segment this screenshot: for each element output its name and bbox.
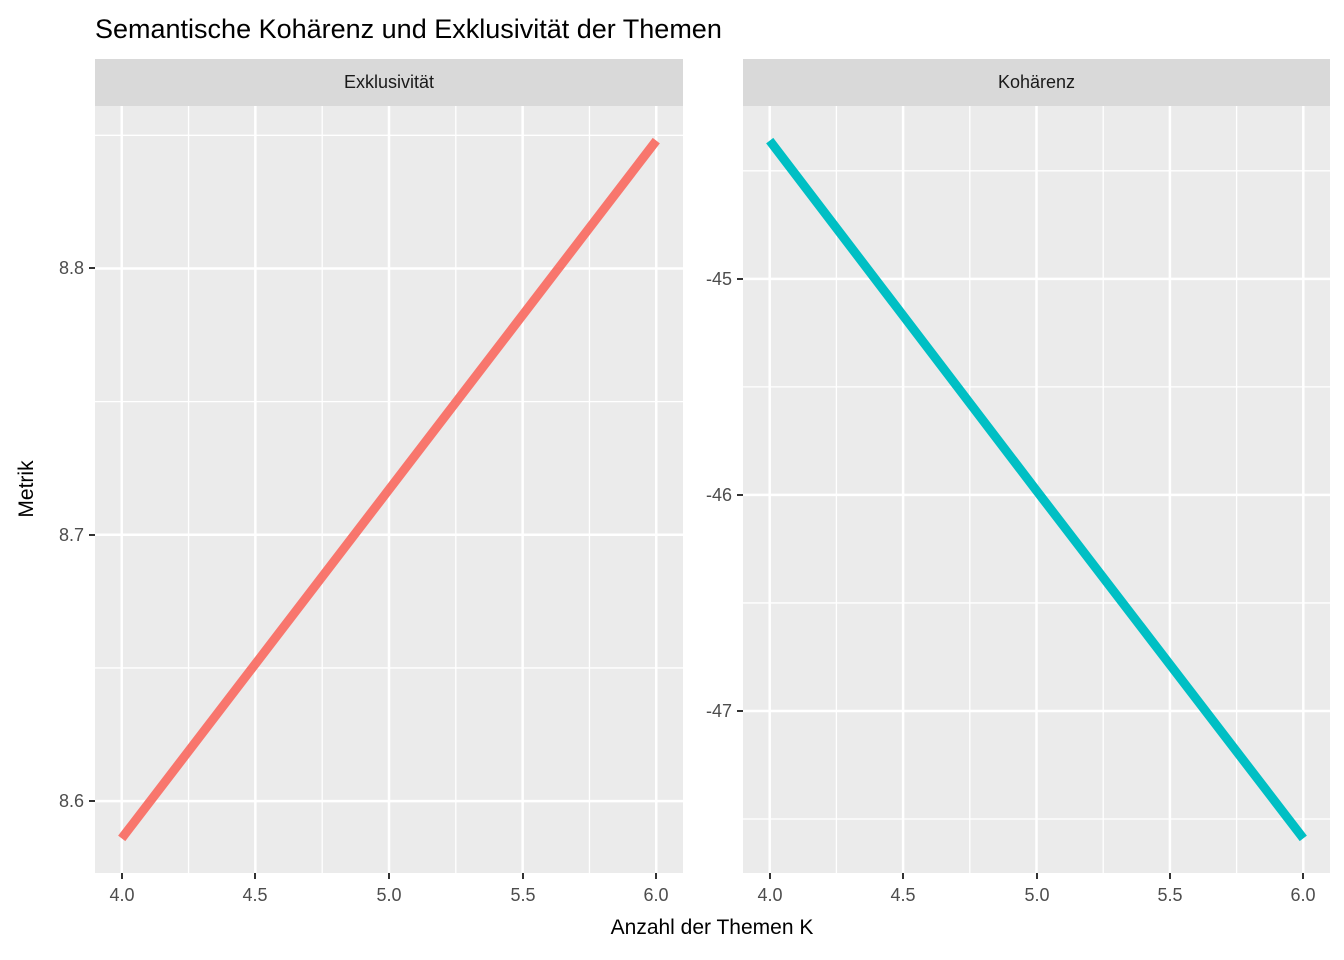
panel-plot-area [743,106,1330,873]
y-tick-mark [89,534,95,536]
y-tick-label: -46 [705,485,732,505]
y-tick-mark [89,800,95,802]
y-tick-mark [737,710,743,712]
x-tick-mark [902,873,904,879]
plot-panel [95,106,683,873]
chart-title: Semantische Kohärenz und Exklusivität de… [95,14,722,44]
y-tick-mark [737,278,743,280]
plot-panel [743,106,1330,873]
x-tick-label: 5.5 [1157,885,1183,905]
x-tick-label: 4.0 [109,885,135,905]
facet-strip-label: Exklusivität [343,72,435,92]
panel-plot-area [95,106,683,873]
y-tick-mark [737,494,743,496]
x-tick-mark [254,873,256,879]
x-tick-label: 5.0 [1024,885,1050,905]
x-tick-mark [769,873,771,879]
facet-strip-label: Kohärenz [997,72,1076,92]
x-tick-mark [522,873,524,879]
x-tick-mark [1302,873,1304,879]
y-tick-label: 8.6 [58,791,84,811]
y-tick-label: 8.8 [58,258,84,278]
y-tick-label: 8.7 [58,525,84,545]
y-tick-label: -45 [705,269,732,289]
x-axis-title: Anzahl der Themen K [610,916,814,939]
series-line [118,137,660,842]
x-tick-label: 6.0 [1290,885,1316,905]
x-tick-mark [388,873,390,879]
y-tick-mark [89,267,95,269]
x-tick-mark [1036,873,1038,879]
x-tick-mark [655,873,657,879]
x-tick-mark [1169,873,1171,879]
y-axis-title: Metrik [15,460,38,518]
x-tick-label: 5.5 [510,885,536,905]
x-tick-label: 4.5 [242,885,268,905]
facet-strip: Exklusivität [95,59,683,106]
series-line [766,137,1307,842]
x-tick-mark [121,873,123,879]
x-tick-label: 4.5 [890,885,916,905]
x-tick-label: 6.0 [643,885,669,905]
y-tick-label: -47 [705,701,732,721]
x-tick-label: 4.0 [757,885,783,905]
facet-strip: Kohärenz [743,59,1330,106]
x-tick-label: 5.0 [376,885,402,905]
